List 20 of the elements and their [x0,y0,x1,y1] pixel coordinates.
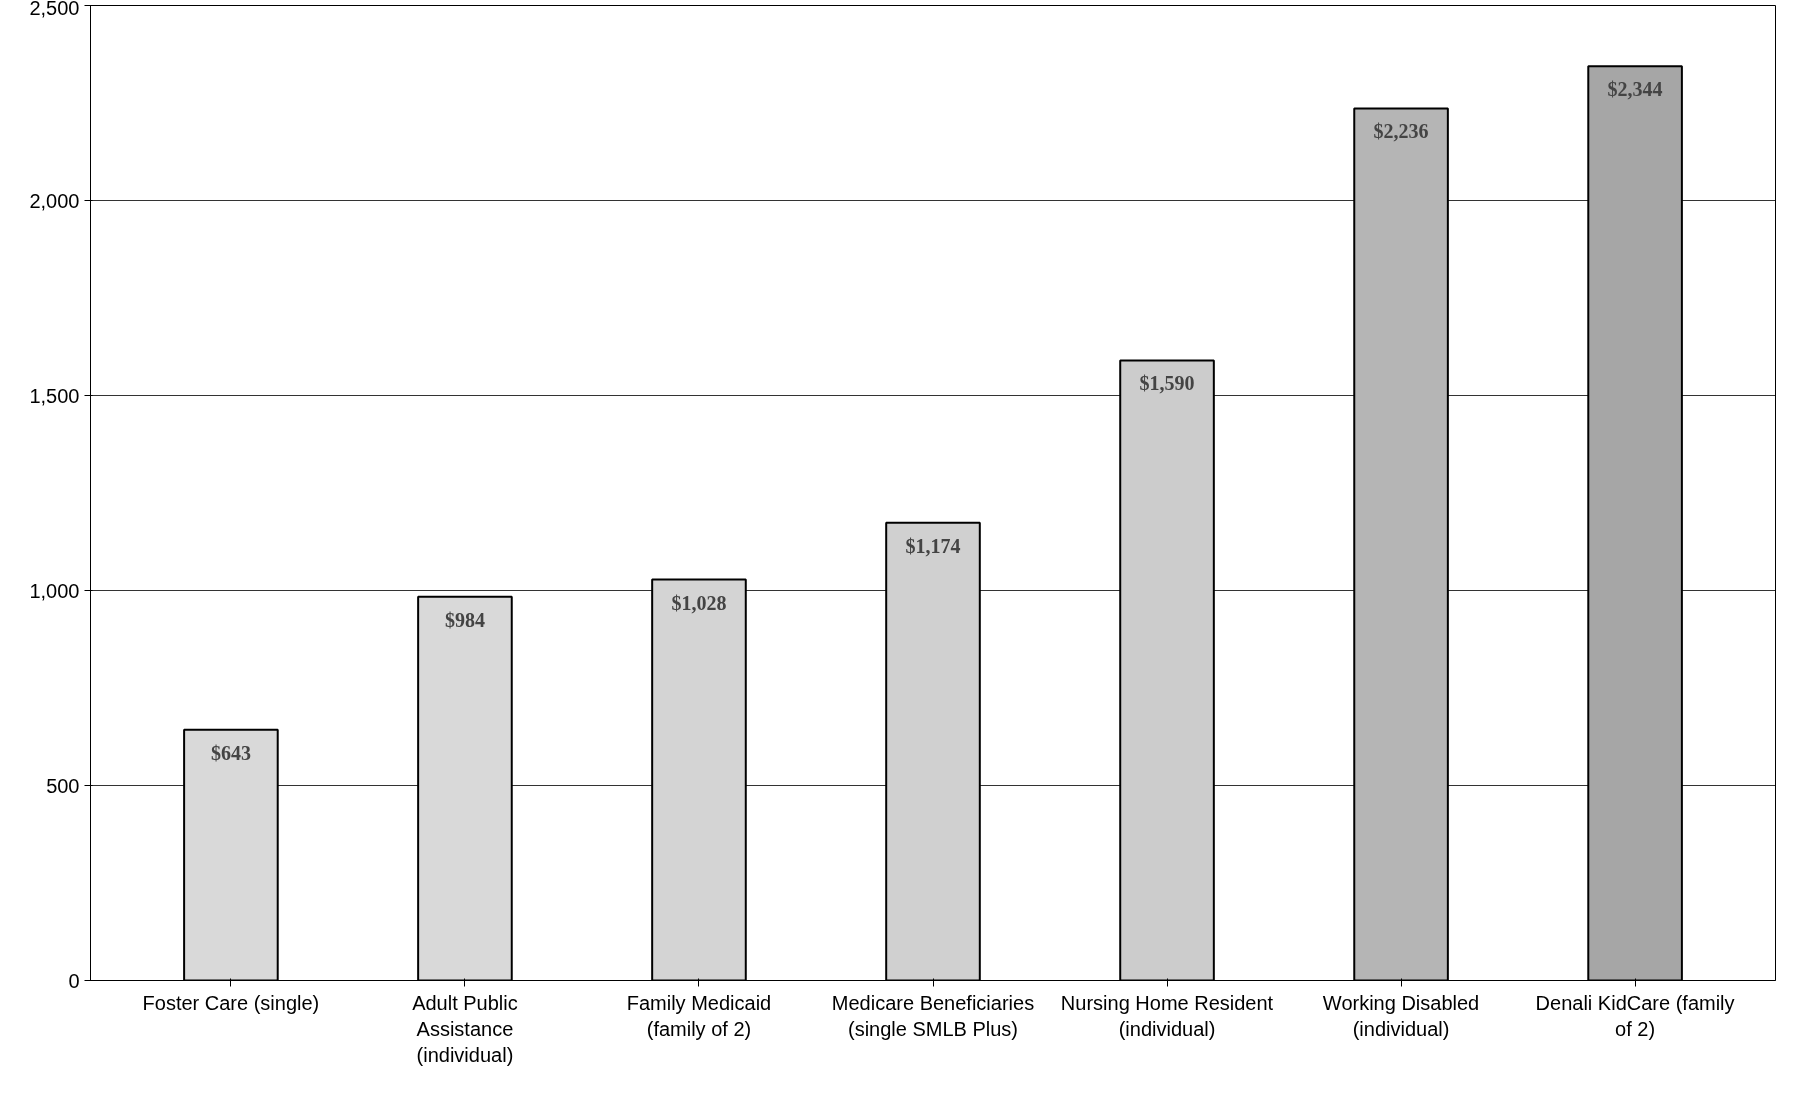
x-tick-label: Family Medicaid (family of 2) [626,991,772,1040]
y-tick-label: 1,500 [29,384,80,407]
data-label: $2,344 [1607,78,1663,101]
data-label: $1,028 [671,591,727,614]
data-label: $1,590 [1139,372,1195,395]
data-label: $1,174 [905,534,961,557]
y-tick-label: 2,500 [29,0,80,19]
y-tick-label: 0 [68,969,80,992]
x-tick-label: Denali KidCare (family of 2) [1535,991,1735,1040]
y-tick-label: 2,000 [29,189,80,212]
data-label: $2,236 [1373,120,1429,143]
x-tick-label: Working Disabled (individual) [1322,991,1480,1040]
x-tick-label: Adult Public Assistance (individual) [412,991,518,1067]
x-tick-label: Foster Care (single) [142,991,320,1014]
y-tick-label: 1,000 [29,579,80,602]
x-tick-label: Nursing Home Resident (individual) [1060,991,1274,1040]
data-label: $984 [444,608,485,631]
y-tick-label: 500 [46,774,80,797]
x-tick-label: Medicare Beneficiaries (single SMLB Plus) [831,991,1035,1040]
data-label: $643 [210,741,251,764]
